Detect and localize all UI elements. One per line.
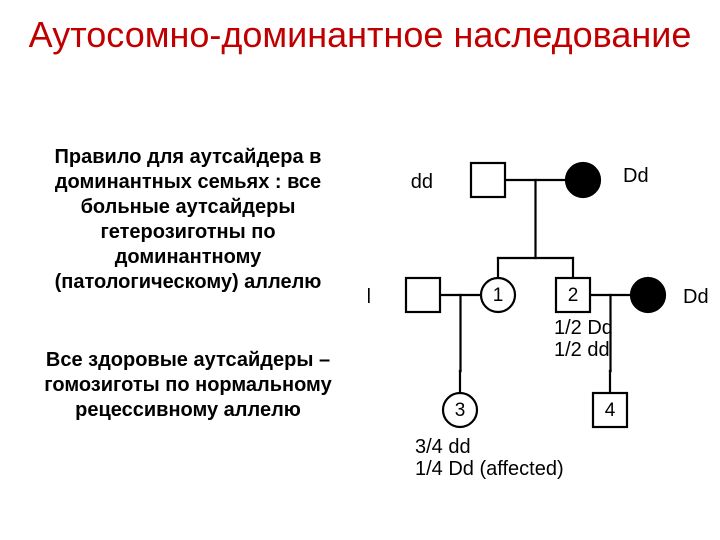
rule-paragraph-2: Все здоровые аутсайдеры – гомозиготы по … — [28, 348, 348, 423]
svg-text:1/2 dd: 1/2 dd — [554, 339, 610, 361]
pedigree-diagram: 1 2 3 4 dd Dd dd Dd 1/2 Dd1/2 dd 3/4 dd1/4 Dd (af… — [368, 140, 708, 480]
svg-text:dd: dd — [411, 171, 433, 193]
svg-text:1/2 Dd: 1/2 Dd — [554, 317, 613, 339]
svg-text:1: 1 — [493, 285, 504, 306]
svg-text:Dd: Dd — [623, 165, 649, 187]
svg-text:1/4 Dd (affected): 1/4 Dd (affected) — [415, 458, 564, 480]
rule-paragraph-1: Правило для аутсайдера в доминантных сем… — [28, 145, 348, 295]
svg-text:3/4 dd: 3/4 dd — [415, 436, 471, 458]
svg-text:2: 2 — [568, 285, 579, 306]
slide-title: Аутосомно-доминантное наследование — [0, 14, 720, 55]
svg-text:Dd: Dd — [683, 286, 708, 308]
svg-text:3: 3 — [455, 400, 466, 421]
svg-text:4: 4 — [605, 400, 616, 421]
svg-text:dd: dd — [368, 286, 371, 308]
